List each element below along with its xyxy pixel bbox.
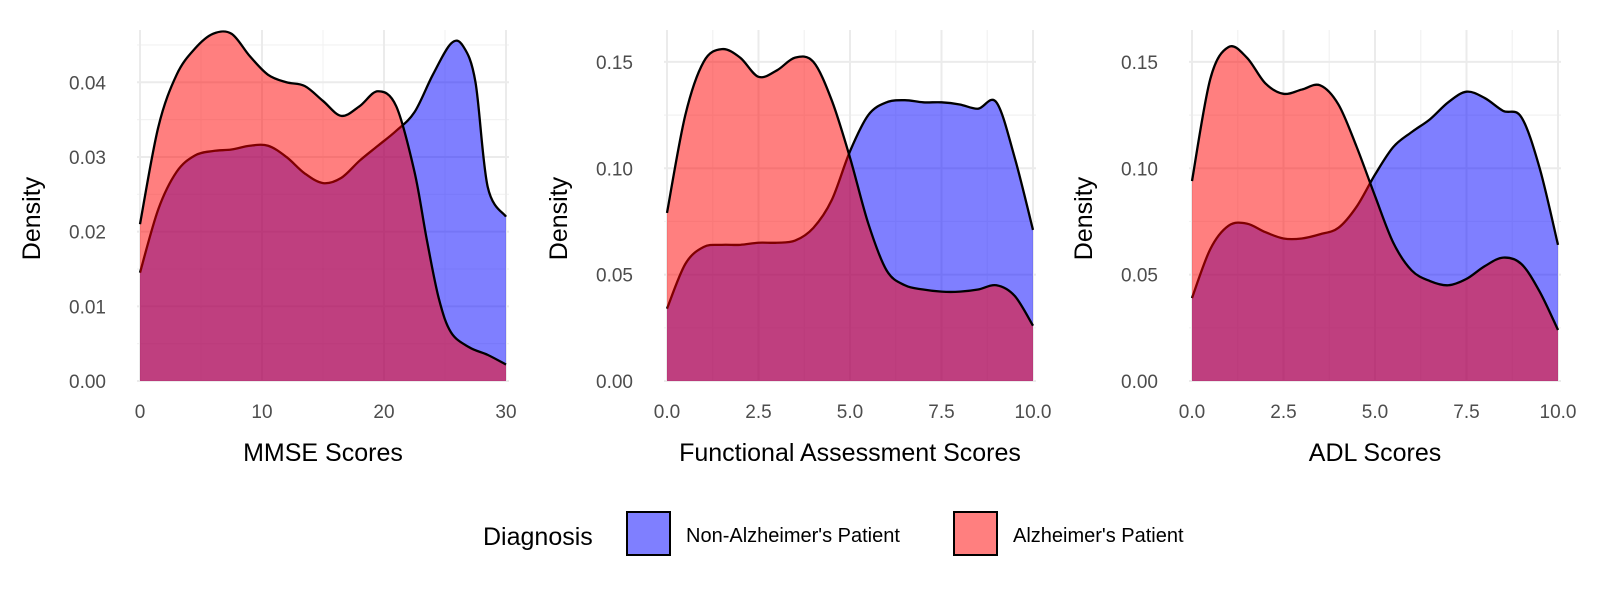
x-tick-label: 5.0	[1362, 402, 1388, 423]
y-tick-label: 0.02	[69, 223, 106, 244]
x-axis-title-functional-assessment: Functional Assessment Scores	[679, 439, 1021, 467]
x-tick-label: 10	[251, 402, 272, 423]
y-tick-label: 0.00	[69, 372, 106, 393]
y-tick-label: 0.10	[596, 159, 633, 180]
x-tick-label: 2.5	[745, 402, 771, 423]
y-tick-label: 0.10	[1121, 159, 1158, 180]
y-tick-label: 0.15	[1121, 53, 1158, 74]
legend-label-alzheimers: Alzheimer's Patient	[1013, 525, 1184, 547]
density-area-alzheimers-mmse	[140, 31, 506, 382]
panel-functional-assessment: 0.0 2.5 5.0 7.5 10.0 0.00 0.05 0.10 0.15 Function…	[545, 30, 1051, 467]
x-tick-label: 0	[135, 402, 146, 423]
x-tick-label: 10.0	[1540, 402, 1577, 423]
x-axis-title-mmse: MMSE Scores	[243, 439, 403, 467]
y-axis-title-mmse: Density	[18, 176, 46, 260]
x-tick-label: 7.5	[1453, 402, 1479, 423]
panel-adl: 0.0 2.5 5.0 7.5 10.0 0.00 0.05 0.10 0.15 ADL Scor…	[1070, 30, 1576, 467]
density-area-alzheimers-adl	[1192, 46, 1558, 381]
x-tick-label: 7.5	[928, 402, 954, 423]
x-tick-label: 20	[373, 402, 394, 423]
x-tick-label: 30	[495, 402, 516, 423]
density-curve-alzheimers-adl	[1190, 45, 1560, 331]
y-tick-label: 0.03	[69, 148, 106, 169]
legend: Diagnosis Non-Alzheimer's Patient Alzhei…	[483, 511, 1184, 556]
legend-label-non-alzheimers: Non-Alzheimer's Patient	[686, 525, 900, 547]
y-tick-label: 0.00	[596, 372, 633, 393]
density-curve-alzheimers-functional-assessment	[665, 47, 1034, 327]
panel-mmse: 0 10 20 30 0.00 0.01 0.02 0.03 0.04 MMSE Scores De…	[18, 30, 517, 467]
panels: 0 10 20 30 0.00 0.01 0.02 0.03 0.04 MMSE Scores De…	[18, 30, 1576, 467]
y-axis-title-adl: Density	[1070, 176, 1098, 260]
y-tick-label: 0.15	[596, 53, 633, 74]
y-axis-title-functional-assessment: Density	[545, 176, 573, 260]
y-tick-label: 0.05	[596, 266, 633, 287]
y-tick-label: 0.04	[69, 73, 106, 94]
x-tick-label: 5.0	[837, 402, 863, 423]
y-tick-label: 0.00	[1121, 372, 1158, 393]
x-axis-title-adl: ADL Scores	[1309, 439, 1441, 467]
density-curve-alzheimers-mmse	[138, 30, 507, 366]
x-tick-label: 2.5	[1270, 402, 1296, 423]
density-area-alzheimers-functional-assessment	[667, 49, 1033, 381]
y-tick-label: 0.05	[1121, 266, 1158, 287]
x-tick-label: 10.0	[1015, 402, 1052, 423]
legend-key-alzheimers	[953, 511, 998, 556]
x-tick-label: 0.0	[1179, 402, 1205, 423]
legend-title: Diagnosis	[483, 523, 593, 551]
legend-key-non-alzheimers	[626, 511, 671, 556]
x-tick-label: 0.0	[654, 402, 680, 423]
y-tick-label: 0.01	[69, 297, 106, 318]
